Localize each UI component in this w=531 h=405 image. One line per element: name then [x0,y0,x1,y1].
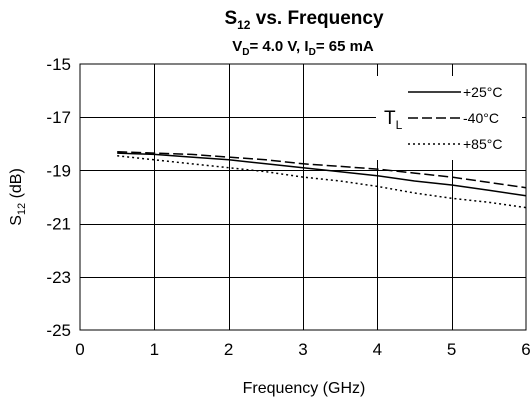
legend-label-2: +85°C [463,136,502,152]
legend: TL +25°C -40°C +85°C [376,76,522,160]
y-tick-label-0: -15 [46,55,71,74]
y-tick-label-2: -19 [46,161,71,180]
legend-background [376,76,522,160]
series-lines [117,151,527,209]
x-axis-label: Frequency (GHz) [243,380,366,397]
plot-frame [79,63,527,331]
chart-title: S12 vs. Frequency [224,8,384,32]
x-tick-labels: 0 1 2 3 4 5 6 [75,340,530,359]
y-tick-label-3: -21 [46,215,71,234]
x-tick-label-0: 0 [75,340,84,359]
series-line-2 [117,155,527,209]
x-tick-label-2: 2 [224,340,233,359]
x-tick-label-1: 1 [150,340,159,359]
y-tick-labels: -15 -17 -19 -21 -23 -25 [46,55,71,340]
y-tick-label-5: -25 [46,321,71,340]
legend-group-label: TL [384,108,403,132]
legend-label-1: -40°C [463,110,499,126]
x-tick-label-5: 5 [447,340,456,359]
legend-label-0: +25°C [463,84,502,100]
y-axis-label: S12 (dB) [8,168,28,226]
series-line-0 [117,152,527,197]
x-tick-label-3: 3 [298,340,307,359]
chart-subtitle: VD= 4.0 V, ID= 65 mA [232,38,374,58]
series-line-1 [117,151,527,189]
x-tick-label-6: 6 [521,340,530,359]
y-tick-label-1: -17 [46,108,71,127]
y-tick-label-4: -23 [46,268,71,287]
x-tick-label-4: 4 [373,340,382,359]
